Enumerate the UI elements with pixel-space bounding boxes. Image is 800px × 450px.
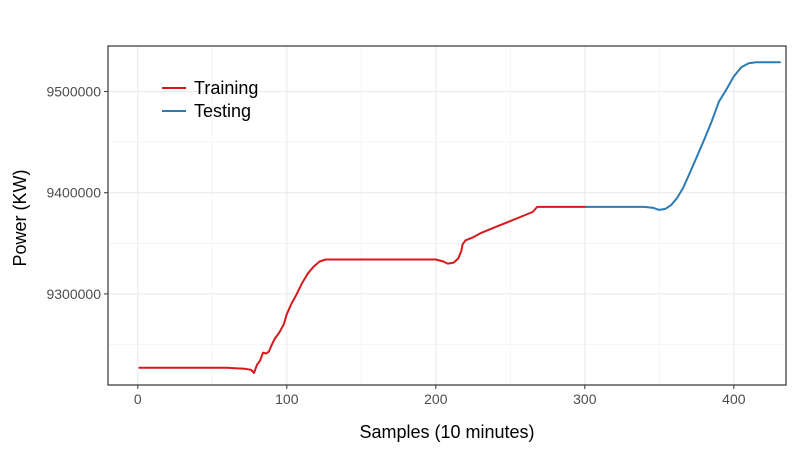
y-axis-title: Power (KW) (10, 169, 30, 266)
x-axis-title: Samples (10 minutes) (359, 422, 534, 442)
x-tick-label: 400 (722, 391, 746, 407)
x-tick-label: 300 (573, 391, 597, 407)
x-tick-label: 200 (424, 391, 448, 407)
series-line-training (138, 205, 588, 374)
plot-border (107, 45, 787, 386)
x-axis: 0 100 200 300 400 (134, 385, 746, 407)
x-tick-label: 100 (275, 391, 299, 407)
y-axis: 9300000 9400000 9500000 (46, 84, 108, 302)
legend-label-training: Training (194, 78, 258, 98)
x-tick-label: 0 (134, 391, 142, 407)
series-layer (138, 61, 781, 374)
y-tick-label: 9400000 (46, 185, 101, 201)
series-line-testing (585, 61, 781, 211)
y-tick-label: 9500000 (46, 84, 101, 100)
legend: Training Testing (162, 78, 258, 121)
y-tick-label: 9300000 (46, 286, 101, 302)
grid (108, 46, 786, 385)
legend-label-testing: Testing (194, 101, 251, 121)
